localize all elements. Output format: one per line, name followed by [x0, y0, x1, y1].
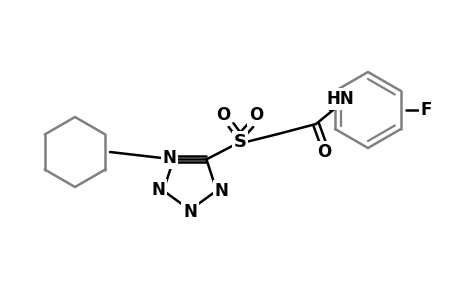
Text: N: N: [162, 149, 176, 167]
Text: F: F: [420, 101, 431, 119]
Text: S: S: [233, 133, 246, 151]
Text: N: N: [214, 182, 228, 200]
Text: O: O: [215, 106, 230, 124]
Text: HN: HN: [325, 90, 353, 108]
Text: N: N: [183, 203, 196, 221]
Text: O: O: [248, 106, 263, 124]
Text: N: N: [151, 181, 165, 199]
Text: O: O: [316, 143, 330, 161]
